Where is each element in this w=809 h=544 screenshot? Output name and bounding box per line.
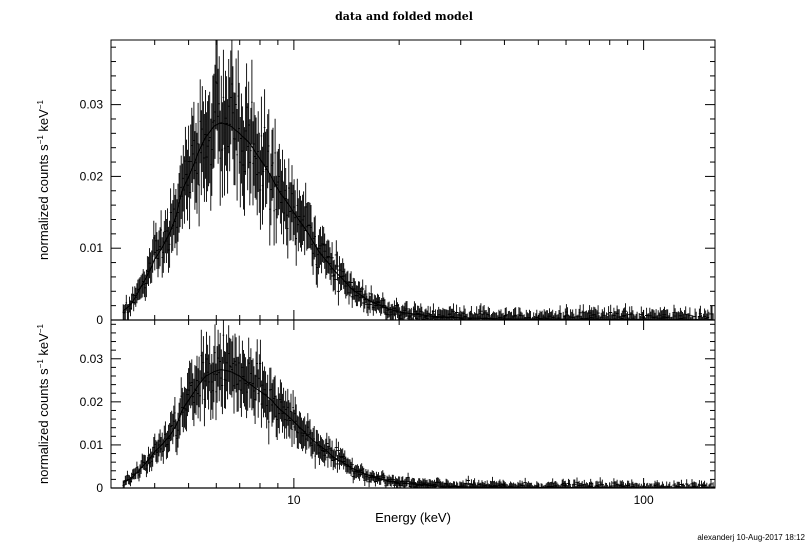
top-y-axis-label: normalized counts s−1 keV−1	[36, 100, 51, 260]
bottom-panel-ticks: 0 0.01 0.02 0.03	[80, 320, 715, 495]
top-data-points	[122, 40, 715, 321]
x-tick-label: 10	[287, 493, 301, 507]
bottom-data-points	[122, 320, 715, 489]
chart-title: data and folded model	[335, 10, 473, 23]
x-tick-label: 100	[634, 493, 654, 507]
top-panel-ticks: 0 0.01 0.02 0.03	[80, 40, 715, 327]
top-y-tick-label: 0.01	[80, 241, 104, 255]
top-y-axis-label-unit: keV	[36, 109, 51, 135]
top-y-tick-label: 0.03	[80, 98, 104, 112]
bottom-y-tick-label: 0.03	[80, 352, 104, 366]
bottom-y-axis-label-main: normalized counts s	[36, 368, 51, 484]
bottom-y-tick-label: 0	[96, 481, 103, 495]
bottom-y-tick-label: 0.02	[80, 395, 104, 409]
top-panel: 00.010.020.03 normalized counts s−1 keV−…	[36, 39, 716, 327]
bottom-y-axis-label-exp1: −1	[36, 359, 45, 369]
x-tick-labels: 10 100	[287, 493, 654, 507]
bottom-y-axis-label-exp2: −1	[36, 324, 45, 334]
top-y-tick-label: 0.02	[80, 169, 104, 183]
bottom-y-tick-label: 0.01	[80, 438, 104, 452]
top-panel-data	[111, 40, 715, 321]
bottom-panel-data	[111, 320, 715, 489]
bottom-y-axis-label: normalized counts s−1 keV−1	[36, 324, 51, 484]
top-y-axis-label-exp2: −1	[36, 100, 45, 110]
bottom-y-axis-label-unit: keV	[36, 333, 51, 359]
top-y-axis-label-exp1: −1	[36, 135, 45, 145]
bottom-panel: 00.010.020.03 normalized counts s−1 keV−…	[36, 319, 716, 495]
top-y-tick-label: 0	[96, 313, 103, 327]
x-axis-label: Energy (keV)	[375, 510, 451, 525]
footer-timestamp: alexanderj 10-Aug-2017 18:12	[697, 533, 805, 542]
top-y-axis-label-main: normalized counts s	[36, 144, 51, 260]
bottom-panel-frame	[110, 319, 716, 489]
